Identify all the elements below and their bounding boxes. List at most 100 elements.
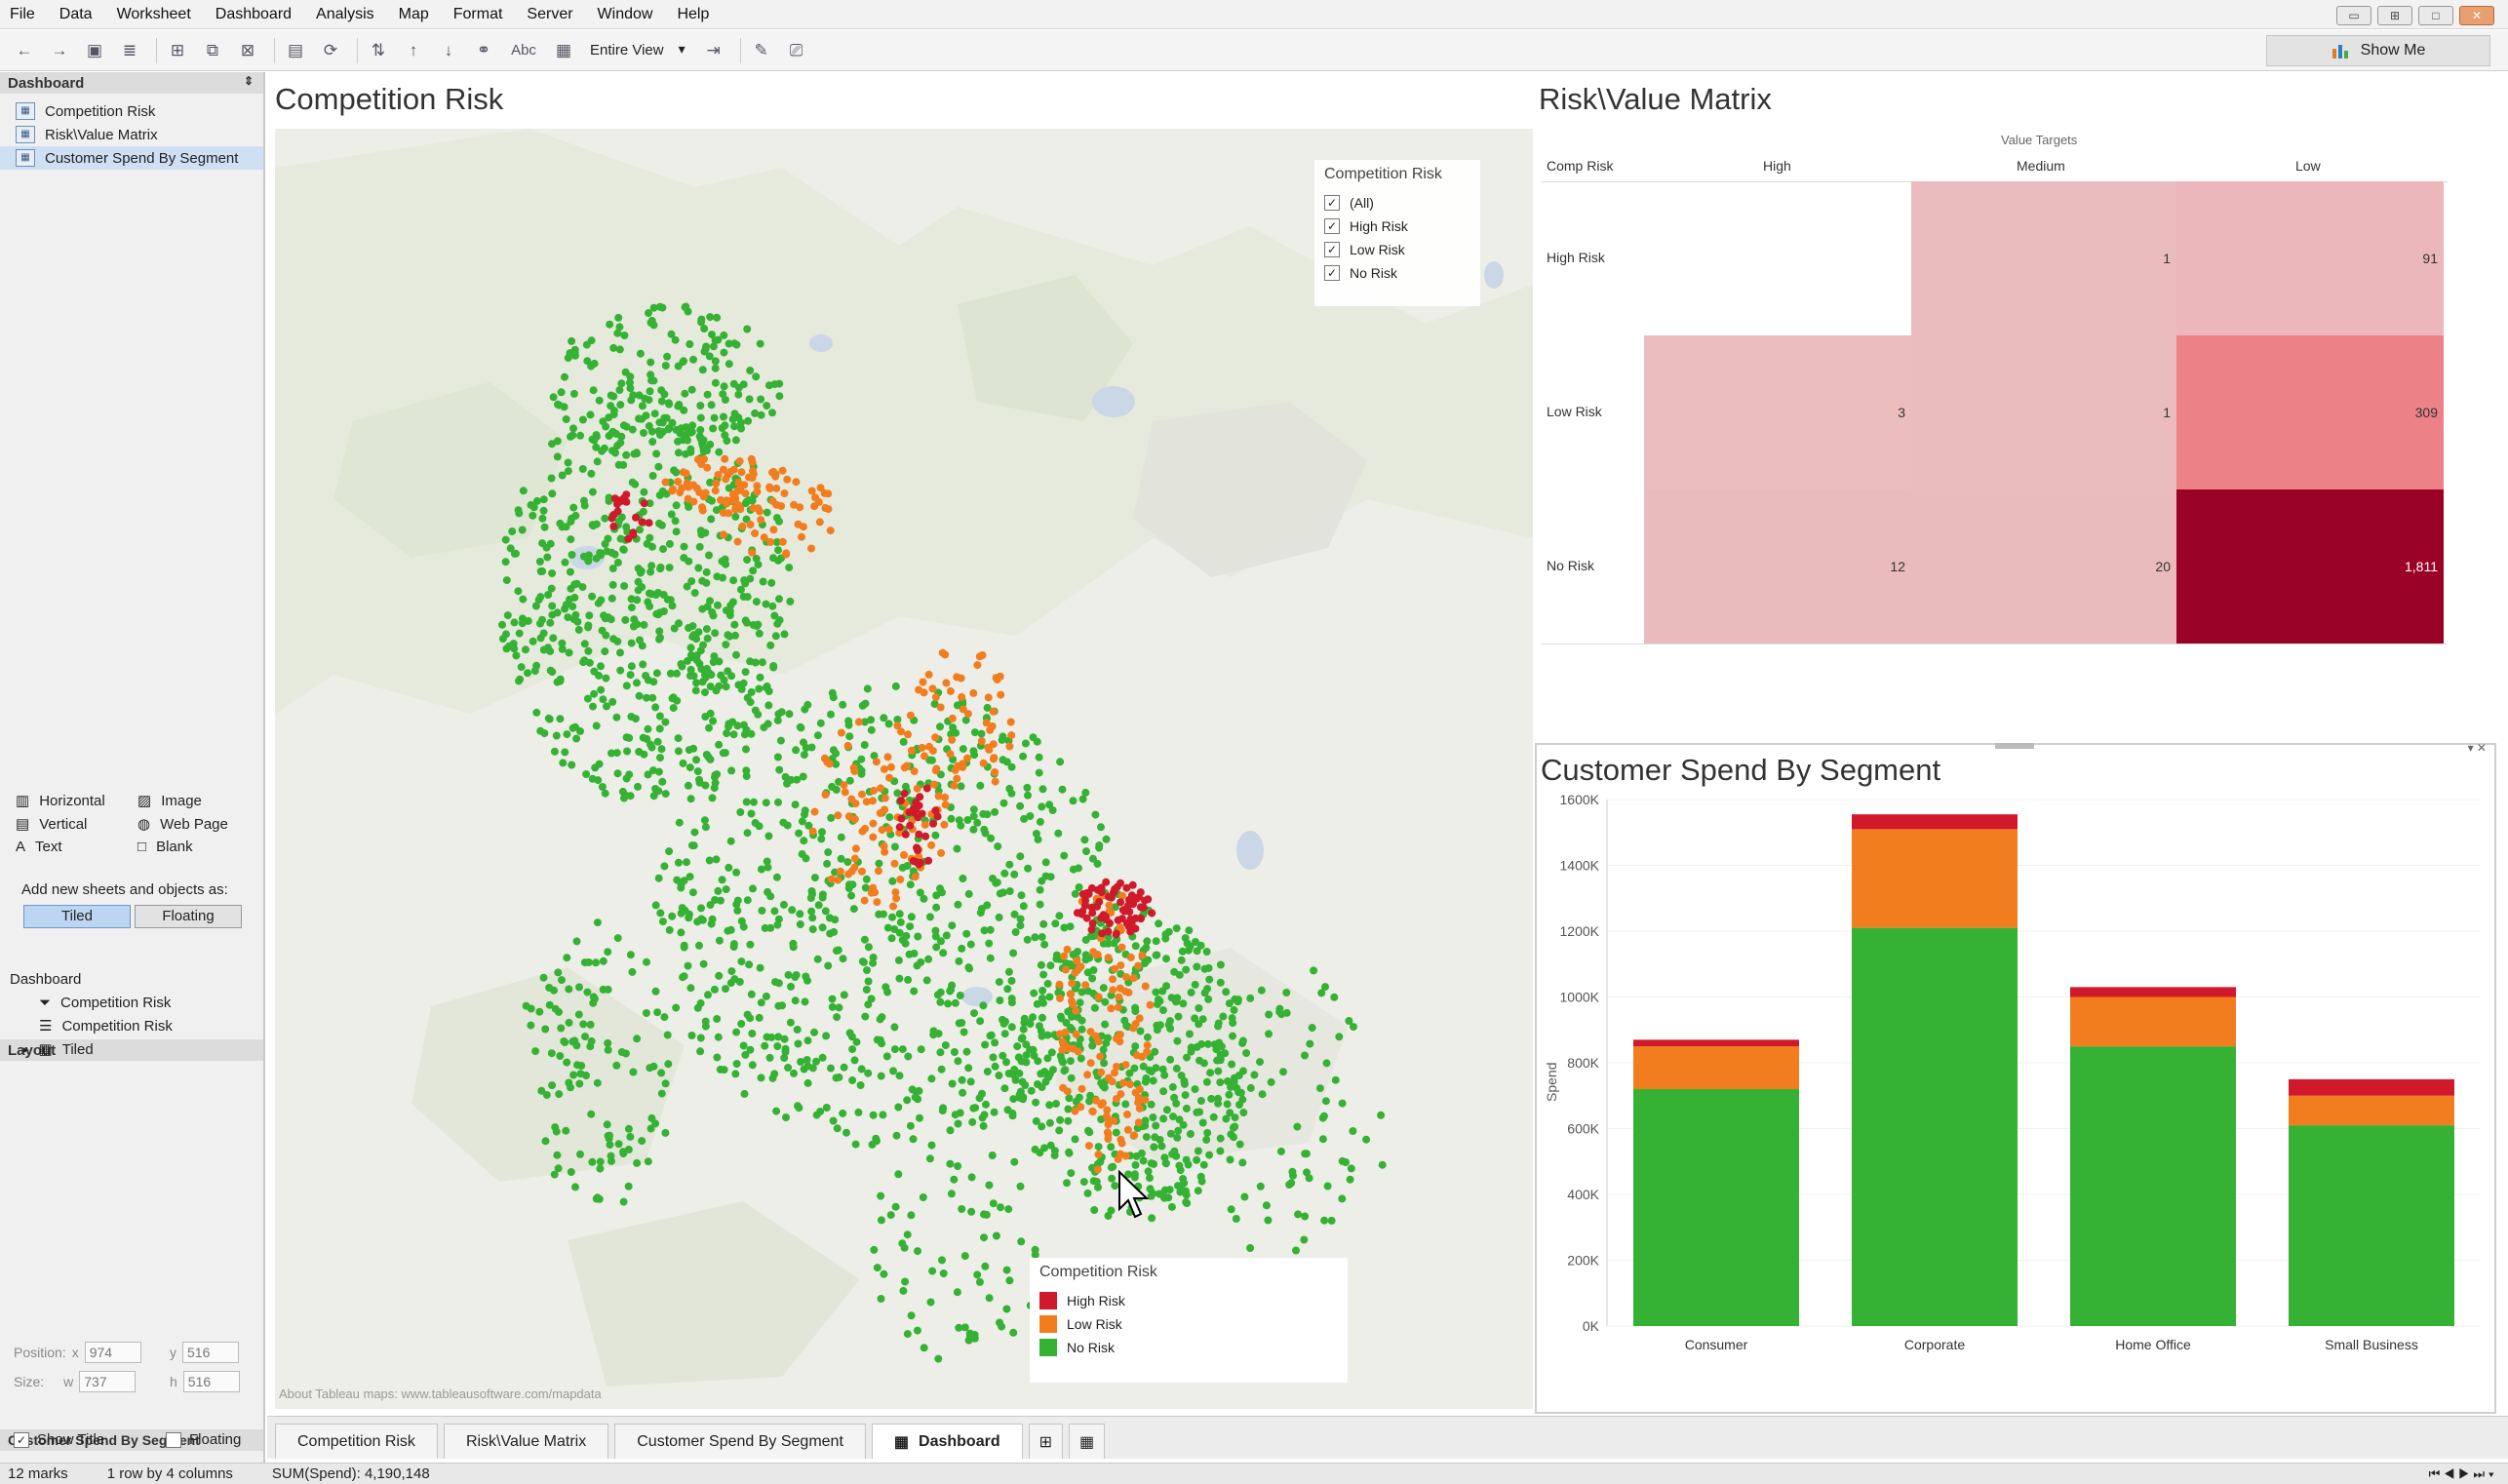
map-point[interactable] xyxy=(912,1087,921,1096)
map-point[interactable] xyxy=(607,594,616,603)
map-point[interactable] xyxy=(539,495,548,504)
map-point[interactable] xyxy=(1128,880,1137,889)
tab-dashboard[interactable]: ▦ Dashboard xyxy=(871,1424,1023,1459)
map-point[interactable] xyxy=(717,495,725,504)
map-point[interactable] xyxy=(757,516,765,525)
object-image[interactable]: ▨ Image xyxy=(137,792,259,810)
map-point[interactable] xyxy=(613,637,622,645)
map-point[interactable] xyxy=(1007,995,1016,1003)
map-point[interactable] xyxy=(921,832,930,840)
map-point[interactable] xyxy=(967,1173,976,1182)
map-point[interactable] xyxy=(817,835,826,843)
map-point[interactable] xyxy=(726,601,735,609)
map-point[interactable] xyxy=(1060,923,1069,932)
map-point[interactable] xyxy=(777,502,786,510)
map-point[interactable] xyxy=(657,1089,666,1098)
map-point[interactable] xyxy=(568,1037,577,1046)
map-point[interactable] xyxy=(674,449,683,457)
map-point[interactable] xyxy=(1174,1012,1183,1021)
map-point[interactable] xyxy=(954,1119,962,1128)
map-point[interactable] xyxy=(606,320,614,329)
map-point[interactable] xyxy=(699,959,708,968)
map-point[interactable] xyxy=(725,484,733,492)
map-point[interactable] xyxy=(857,1065,866,1074)
map-point[interactable] xyxy=(786,1018,795,1027)
map-point[interactable] xyxy=(588,592,597,601)
tile-icon[interactable]: ⊞ xyxy=(2377,6,2412,25)
map-point[interactable] xyxy=(562,601,570,609)
map-point[interactable] xyxy=(539,506,548,515)
map-point[interactable] xyxy=(737,424,745,433)
map-point[interactable] xyxy=(650,410,659,418)
map-point[interactable] xyxy=(1083,1189,1092,1197)
map-point[interactable] xyxy=(629,622,638,631)
map-point[interactable] xyxy=(930,700,939,708)
map-point[interactable] xyxy=(1236,1088,1245,1097)
map-point[interactable] xyxy=(1222,988,1231,996)
map-point[interactable] xyxy=(827,813,836,822)
map-point[interactable] xyxy=(732,868,741,877)
map-point[interactable] xyxy=(1097,1068,1106,1076)
filter-item-all[interactable]: ✓ (All) xyxy=(1324,191,1470,215)
map-point[interactable] xyxy=(931,766,940,775)
map-point[interactable] xyxy=(1186,1130,1195,1138)
map-point[interactable] xyxy=(627,713,636,721)
map-point[interactable] xyxy=(1228,1060,1236,1069)
map-point[interactable] xyxy=(869,819,878,828)
map-point[interactable] xyxy=(954,1162,962,1170)
map-point[interactable] xyxy=(1015,1093,1024,1102)
map-point[interactable] xyxy=(683,858,690,867)
map-point[interactable] xyxy=(946,686,955,695)
map-point[interactable] xyxy=(671,517,680,526)
map-point[interactable] xyxy=(856,1081,865,1089)
map-point[interactable] xyxy=(735,457,744,466)
map-point[interactable] xyxy=(788,906,797,915)
map-point[interactable] xyxy=(920,1344,928,1352)
map-point[interactable] xyxy=(1007,731,1016,740)
map-point[interactable] xyxy=(656,608,664,617)
map-point[interactable] xyxy=(844,870,853,879)
map-point[interactable] xyxy=(939,1269,948,1277)
map-point[interactable] xyxy=(1039,970,1048,979)
map-point[interactable] xyxy=(1096,1052,1105,1061)
map-point[interactable] xyxy=(656,909,665,918)
map-point[interactable] xyxy=(1205,1151,1214,1159)
map-point[interactable] xyxy=(1301,1150,1310,1158)
map-point[interactable] xyxy=(851,800,860,808)
map-point[interactable] xyxy=(868,1140,877,1149)
map-point[interactable] xyxy=(1007,789,1016,798)
map-point[interactable] xyxy=(707,515,716,524)
map-point[interactable] xyxy=(769,662,778,670)
map-point[interactable] xyxy=(768,409,776,417)
map-point[interactable] xyxy=(1151,1047,1159,1056)
map-point[interactable] xyxy=(869,1111,878,1119)
map-point[interactable] xyxy=(1128,894,1137,903)
pause-updates-icon[interactable]: ▤ xyxy=(287,40,304,59)
map-point[interactable] xyxy=(647,542,656,551)
map-point[interactable] xyxy=(601,514,609,523)
map-point[interactable] xyxy=(850,854,859,863)
map-point[interactable] xyxy=(803,1036,812,1045)
map-point[interactable] xyxy=(827,710,835,719)
map-point[interactable] xyxy=(780,1035,789,1043)
map-point[interactable] xyxy=(1029,1045,1038,1054)
map-point[interactable] xyxy=(657,397,666,406)
map-point[interactable] xyxy=(595,396,604,405)
map-point[interactable] xyxy=(774,1033,783,1041)
map-point[interactable] xyxy=(889,1067,897,1075)
map-point[interactable] xyxy=(685,557,693,566)
map-point[interactable] xyxy=(624,1124,633,1133)
map-point[interactable] xyxy=(748,1061,757,1070)
map-point[interactable] xyxy=(654,787,663,796)
map-point[interactable] xyxy=(1141,982,1150,991)
map-point[interactable] xyxy=(1023,935,1032,944)
map-point[interactable] xyxy=(895,823,904,832)
map-point[interactable] xyxy=(657,1069,666,1077)
map-point[interactable] xyxy=(1217,1042,1226,1051)
map-point[interactable] xyxy=(1030,989,1038,997)
map-point[interactable] xyxy=(657,386,666,395)
map-point[interactable] xyxy=(1071,889,1079,898)
map-point[interactable] xyxy=(646,499,654,508)
map-point[interactable] xyxy=(796,910,804,918)
map-point[interactable] xyxy=(518,526,527,534)
